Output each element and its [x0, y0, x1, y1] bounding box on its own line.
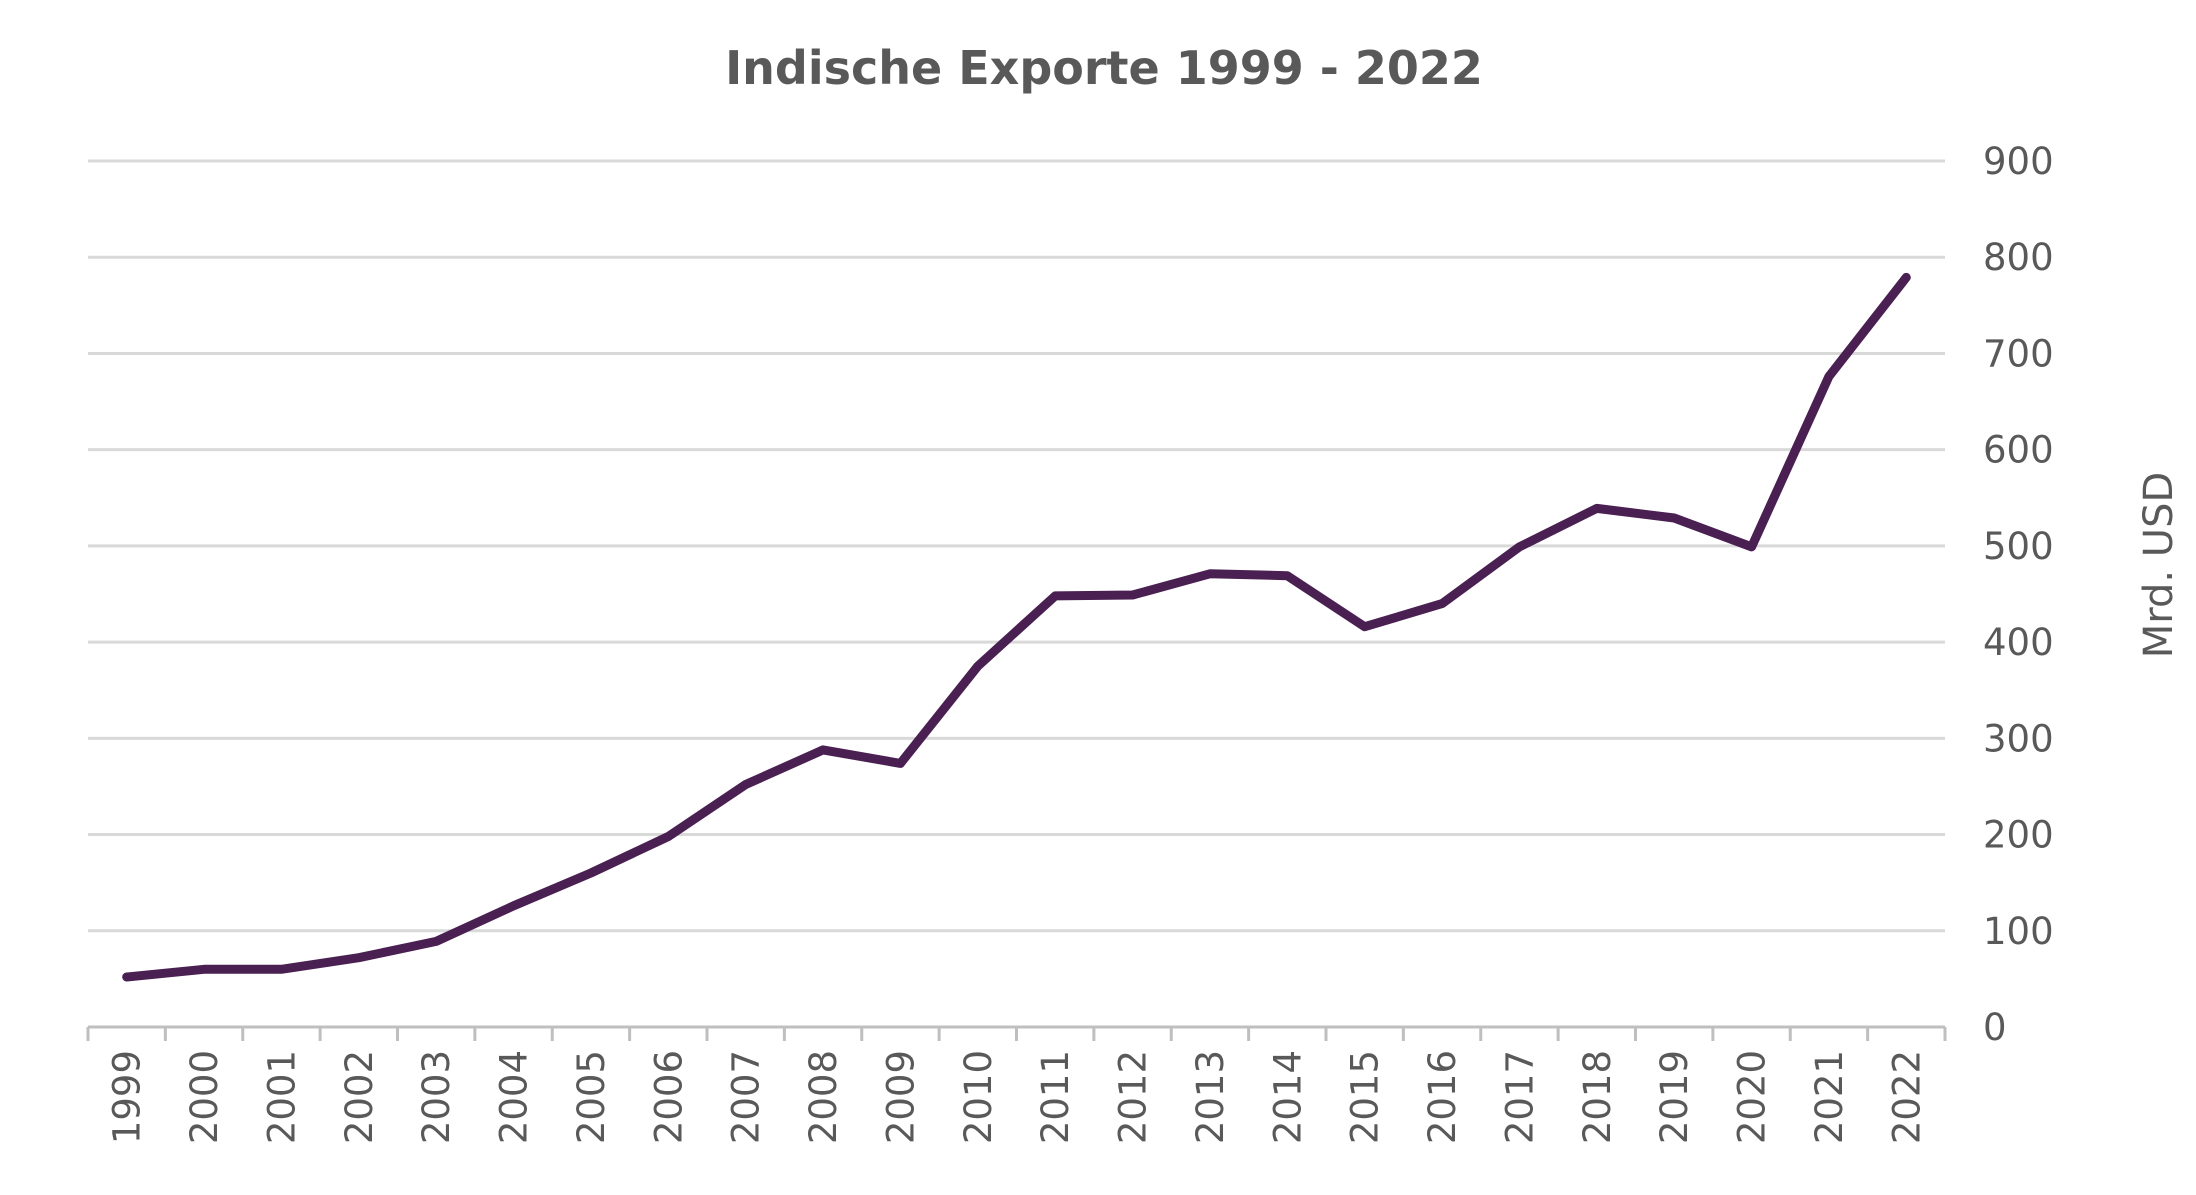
x-tick-label: 2005: [570, 1050, 613, 1144]
series-line: [122, 272, 1911, 982]
data-point: [1904, 275, 1909, 280]
y-axis-title: Mrd. USD: [2136, 472, 2182, 659]
data-point: [279, 967, 284, 972]
data-point: [898, 761, 903, 766]
data-point: [1362, 624, 1367, 629]
x-tick-label: 2009: [879, 1050, 922, 1144]
data-point: [1826, 374, 1831, 379]
x-tick-label: 2004: [493, 1050, 536, 1144]
x-tick-label: 1999: [106, 1050, 149, 1144]
x-tick-label: 2002: [338, 1050, 381, 1144]
x-tick-label: 2019: [1653, 1050, 1696, 1144]
data-point: [1285, 573, 1290, 578]
x-tick-label: 2011: [1034, 1050, 1077, 1144]
x-tick-label: 2014: [1266, 1050, 1309, 1144]
x-axis: [86, 1025, 1947, 1041]
x-tick-label: 2007: [725, 1050, 768, 1144]
x-tick-label: 2021: [1808, 1050, 1851, 1144]
data-point: [743, 782, 748, 787]
series-layer: [122, 272, 1911, 982]
x-tick-label: 2018: [1576, 1050, 1619, 1144]
x-tick-label: 2016: [1421, 1050, 1464, 1144]
data-point: [1053, 593, 1058, 598]
y-tick-label: 900: [1983, 140, 2054, 183]
data-point: [666, 834, 671, 839]
x-tick-label: 2013: [1189, 1050, 1232, 1144]
x-tick-label: 2000: [183, 1050, 226, 1144]
data-point: [1517, 544, 1522, 549]
data-point: [434, 939, 439, 944]
y-tick-label: 300: [1983, 717, 2054, 760]
data-point: [1594, 506, 1599, 511]
x-tick-label: 2001: [260, 1050, 303, 1144]
data-point: [975, 664, 980, 669]
y-tick-label: 0: [1983, 1006, 2007, 1049]
data-point: [356, 955, 361, 960]
x-tick-label: 2012: [1112, 1050, 1155, 1144]
y-tick-label: 600: [1983, 429, 2054, 472]
y-tick-label: 400: [1983, 621, 2054, 664]
y-tick-label: 100: [1983, 910, 2054, 953]
data-point: [588, 871, 593, 876]
y-axis-tick-labels: 0 100 200 300 400 500 600 700 800 900: [1983, 140, 2054, 1049]
x-tick-label: 2017: [1498, 1050, 1541, 1144]
data-point: [124, 974, 129, 979]
x-tick-label: 2008: [802, 1050, 845, 1144]
y-tick-label: 700: [1983, 332, 2054, 375]
x-tick-label: 2015: [1344, 1050, 1387, 1144]
data-point: [1672, 515, 1677, 520]
x-tick-label: 2020: [1731, 1050, 1774, 1144]
x-axis-tick-labels: 1999 2000 2001 2002 2003 2004 2005 2006 2007 2008…: [106, 1050, 1929, 1144]
data-point: [1130, 592, 1135, 597]
x-tick-label: 2010: [957, 1050, 1000, 1144]
x-tick-label: 2006: [647, 1050, 690, 1144]
data-point: [1749, 544, 1754, 549]
x-tick-label: 2022: [1885, 1050, 1928, 1144]
y-tick-label: 500: [1983, 525, 2054, 568]
y-tick-label: 200: [1983, 814, 2054, 857]
data-point: [1207, 571, 1212, 576]
data-point: [821, 747, 826, 752]
gridlines: [88, 159, 1945, 933]
data-point: [1440, 601, 1445, 606]
y-tick-label: 800: [1983, 236, 2054, 279]
data-point: [202, 967, 207, 972]
x-tick-label: 2003: [415, 1050, 458, 1144]
data-point: [511, 903, 516, 908]
chart-title: Indische Exporte 1999 - 2022: [725, 41, 1483, 95]
